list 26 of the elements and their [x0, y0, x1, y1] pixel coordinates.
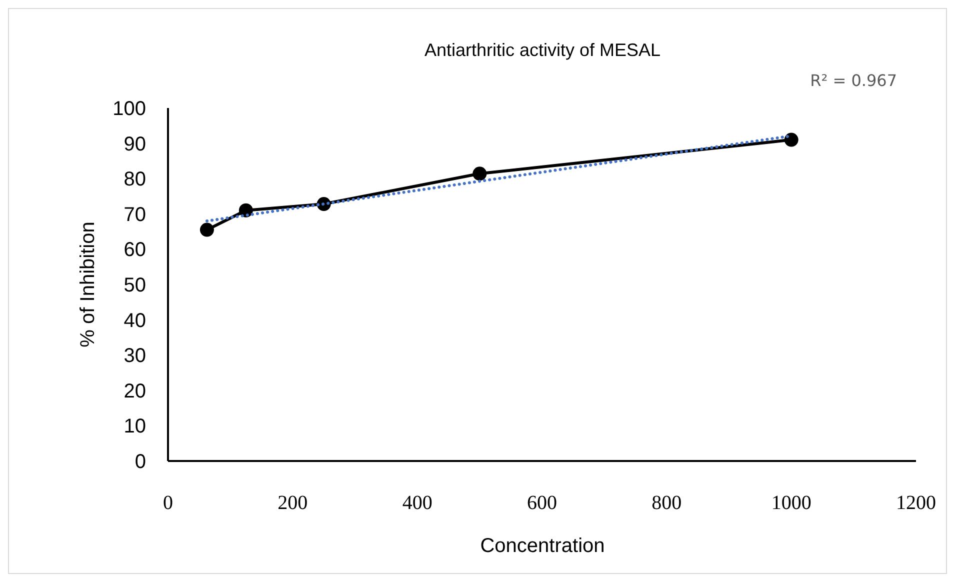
point	[472, 166, 487, 181]
x-tick-label: 1200	[896, 492, 936, 514]
point	[784, 132, 798, 147]
x-tick-label: 1000	[771, 492, 812, 514]
y-tick-label: 30	[124, 345, 146, 368]
x-tick-label: 600	[527, 492, 557, 514]
y-tick-label: 90	[124, 133, 146, 156]
y-tick-label: 40	[124, 310, 146, 332]
text: R² = 0.967	[810, 71, 897, 90]
x-tick-label: 0	[163, 492, 173, 514]
point	[200, 222, 214, 237]
y-axis-title: % of Inhibition	[77, 222, 99, 348]
y-tick-label: 0	[134, 451, 146, 473]
y-tick-label: 100	[112, 98, 146, 120]
x-tick-label: 400	[402, 492, 432, 514]
y-tick-label: 80	[124, 168, 146, 191]
x-axis-title: Concentration	[480, 535, 605, 557]
chart-title: Antiarthritic activity of MESAL	[424, 40, 661, 60]
y-tick-label: 10	[124, 416, 146, 438]
point	[238, 203, 253, 218]
y-tick-label: 50	[124, 274, 146, 296]
y-tick-label: 20	[124, 380, 146, 402]
y-tick-label: 70	[124, 204, 146, 226]
x-tick-label: 800	[652, 492, 682, 514]
y-tick-label: 60	[124, 239, 146, 262]
x-tick-label: 200	[278, 492, 308, 514]
